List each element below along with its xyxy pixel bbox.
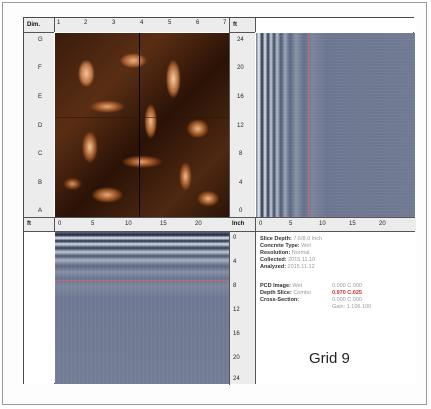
gain-cell: Gain: 1.106.100 <box>332 304 371 311</box>
grid-title: Grid 9 <box>309 350 350 367</box>
top-ruler: 1 2 3 4 5 6 7 <box>54 18 230 32</box>
report-frame: Dim. 1 2 3 4 5 6 7 G F E D C B A ft <box>2 2 427 405</box>
slice-depth-value: 7.6/8.0 Inch <box>293 236 323 242</box>
middle-x-ruler: 0 5 10 15 20 <box>54 218 230 231</box>
depth-slice-row: Depth Slice: Combo <box>260 290 311 297</box>
right-top-depth-ruler: 24 20 16 12 8 4 0 <box>230 32 255 218</box>
left-ruler: G F E D C B A <box>24 32 54 218</box>
x-tick: 5 <box>289 221 293 227</box>
pcd-image-row: PCD Image: Wet <box>260 283 302 290</box>
depth-tick: 8 <box>233 283 237 289</box>
depth-tick: 20 <box>233 355 240 361</box>
left-ruler-tick: C <box>38 151 43 157</box>
pcd-image-label: PCD Image: <box>260 283 291 289</box>
slice-depth-row: Slice Depth: 7.6/8.0 Inch <box>260 236 322 243</box>
gain-value: Gain: 1.106.100 <box>332 304 372 310</box>
left-ruler-tick: D <box>38 123 43 129</box>
collected-value: 2015.11.10 <box>288 257 316 263</box>
depth-tick: 20 <box>237 65 244 71</box>
depth-slice-heatmap[interactable] <box>55 33 229 217</box>
cross-section-view[interactable] <box>256 33 415 217</box>
x-tick: 0 <box>259 221 263 227</box>
x-tick: 10 <box>125 221 132 227</box>
pcd-image-mode: Wet <box>292 283 303 289</box>
x-tick: 20 <box>195 221 202 227</box>
ft-corner-cell: ft <box>230 18 255 32</box>
x-tick: 0 <box>58 221 62 227</box>
slice-depth-label: Slice Depth: <box>260 236 292 242</box>
depth-slice-label: Depth Slice: <box>260 290 292 296</box>
depth-tick: 16 <box>237 94 244 100</box>
collected-label: Collected: <box>260 257 287 263</box>
inch-corner: Inch <box>230 218 255 231</box>
analyzed-label: Analyzed: <box>260 264 286 270</box>
top-ruler-tick: 6 <box>196 20 200 26</box>
concrete-type-value: Wet <box>301 243 311 249</box>
dim-label: Dim. <box>27 22 41 28</box>
top-ruler-tick: 7 <box>223 20 227 26</box>
plan-view-scan[interactable] <box>55 232 229 384</box>
ruler-row-bottom <box>24 231 415 232</box>
depth-slice-mode: Combo <box>293 290 312 296</box>
depth-tick: 24 <box>237 37 244 43</box>
top-ruler-tick: 3 <box>112 20 116 26</box>
depth-tick: 24 <box>233 376 240 382</box>
cross-section-value: 0.000 C.000 <box>332 297 362 303</box>
corner-cell: Dim. <box>24 18 54 32</box>
analyzed-row: Analyzed: 2015.11.12 <box>260 264 315 271</box>
left-ruler-tick: G <box>38 37 43 43</box>
right-x-ruler: 0 5 10 15 20 <box>255 218 416 231</box>
pcd-image-value: 0.000 C.000 <box>332 283 362 289</box>
left-ruler-tick: B <box>38 180 43 186</box>
x-tick: 20 <box>379 221 386 227</box>
concrete-type-label: Concrete Type: <box>260 243 300 249</box>
depth-slice-value-cell: 0.970 C.025 <box>332 290 362 297</box>
panel-divider-vertical <box>229 18 230 385</box>
cross-section-label: Cross-Section: <box>260 297 300 303</box>
cross-section-row: Cross-Section: <box>260 297 299 304</box>
ft-bottom-corner: ft <box>24 218 54 231</box>
depth-tick: 12 <box>233 307 240 313</box>
cross-section-value-cell: 0.000 C.000 <box>332 297 362 304</box>
info-panel: Slice Depth: 7.6/8.0 Inch Concrete Type:… <box>255 232 416 384</box>
x-tick: 15 <box>349 221 356 227</box>
x-tick: 15 <box>160 221 167 227</box>
depth-tick: 0 <box>233 235 237 241</box>
depth-tick: 4 <box>233 259 237 265</box>
report-panel: Dim. 1 2 3 4 5 6 7 G F E D C B A ft <box>23 17 416 385</box>
heatmap-h-line <box>55 117 229 118</box>
ft-bottom-label: ft <box>27 221 31 227</box>
collected-row: Collected: 2015.11.10 <box>260 257 315 264</box>
pcd-image-value-cell: 0.000 C.000 <box>332 283 362 290</box>
top-ruler-tick: 5 <box>168 20 172 26</box>
inch-label: Inch <box>232 221 245 227</box>
depth-tick: 0 <box>239 208 243 214</box>
depth-tick: 8 <box>239 151 243 157</box>
resolution-row: Resolution: Normal <box>260 250 310 257</box>
left-ruler-tick: A <box>38 208 43 214</box>
heatmap-center-line <box>139 33 140 217</box>
right-bottom-depth-ruler: 0 4 8 12 16 20 24 <box>230 232 255 384</box>
top-right-header <box>255 18 416 32</box>
depth-tick: 16 <box>233 331 240 337</box>
top-ruler-tick: 4 <box>140 20 144 26</box>
concrete-type-row: Concrete Type: Wet <box>260 243 311 250</box>
resolution-value: Normal <box>291 250 310 256</box>
ft-top-label: ft <box>233 22 237 28</box>
depth-tick: 4 <box>239 180 243 186</box>
analyzed-value: 2015.11.12 <box>287 264 315 270</box>
left-ruler-tick: F <box>38 65 42 71</box>
panel-divider-horizontal <box>24 217 415 218</box>
left-ruler-tick: E <box>38 94 43 100</box>
x-tick: 5 <box>91 221 95 227</box>
x-tick: 10 <box>319 221 326 227</box>
resolution-label: Resolution: <box>260 250 291 256</box>
depth-tick: 12 <box>237 123 244 129</box>
top-ruler-tick: 1 <box>57 20 61 26</box>
depth-slice-value: 0.970 C.025 <box>332 290 362 296</box>
bottom-left-blank <box>24 232 54 384</box>
top-ruler-tick: 2 <box>84 20 88 26</box>
